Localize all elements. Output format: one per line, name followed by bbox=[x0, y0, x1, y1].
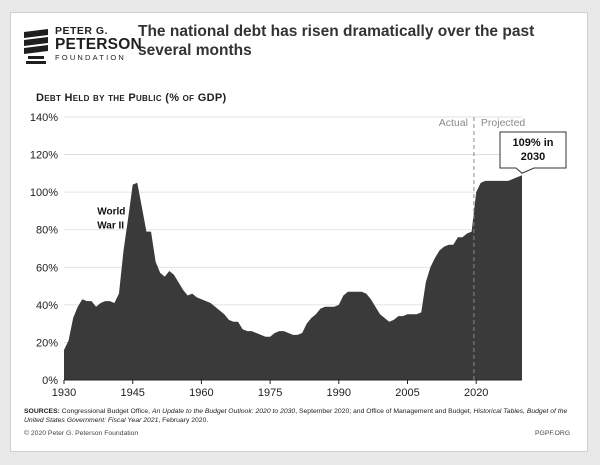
annotation-layer: Actual Projected World War II 109% in 2030 bbox=[97, 117, 567, 380]
copyright: © 2020 Peter G. Peterson Foundation bbox=[24, 430, 139, 437]
x-tick-label: 1930 bbox=[52, 387, 76, 399]
x-tick-label: 1960 bbox=[189, 387, 213, 399]
sources-text-2: , September 2020; and Office of Manageme… bbox=[295, 408, 474, 415]
projected-label: Projected bbox=[481, 117, 526, 129]
y-tick-label: 120% bbox=[30, 150, 58, 162]
y-tick-label: 60% bbox=[36, 262, 58, 274]
sources-italic-1: An Update to the Budget Outlook: 2020 to… bbox=[151, 408, 296, 415]
callout-label: 109% in bbox=[513, 137, 554, 149]
x-tick-label: 2020 bbox=[464, 387, 488, 399]
brand-line-1: PETER G. bbox=[55, 25, 109, 37]
chart-title-text: Debt Held by the Public (% of GDP) bbox=[36, 92, 227, 104]
y-tick-label: 40% bbox=[36, 300, 58, 312]
headline: The national debt has risen dramatically… bbox=[138, 23, 535, 59]
y-tick-label: 80% bbox=[36, 225, 58, 237]
x-tick-label: 1945 bbox=[120, 387, 144, 399]
x-tick-label: 2005 bbox=[395, 387, 419, 399]
x-tick-label: 1990 bbox=[327, 387, 351, 399]
brand-logo: PETER G. PETERSON FOUNDATION bbox=[22, 26, 142, 74]
y-tick-label: 0% bbox=[42, 375, 58, 387]
y-tick-label: 100% bbox=[30, 187, 58, 199]
callout-box bbox=[499, 131, 567, 174]
sources-text-3: , February 2020. bbox=[158, 417, 209, 424]
x-tick-label: 1975 bbox=[258, 387, 282, 399]
chart-title: Debt Held by the Public (% of GDP) bbox=[36, 92, 226, 104]
torch-icon bbox=[24, 29, 48, 64]
sources-italic-2: Historical Tables, Budget of the United … bbox=[24, 408, 568, 424]
callout-label: 2030 bbox=[521, 151, 545, 163]
y-tick-label: 20% bbox=[36, 337, 58, 349]
actual-label: Actual bbox=[439, 117, 468, 129]
sources-text-1: Congressional Budget Office, bbox=[59, 408, 152, 415]
brand-line-2: PETERSON bbox=[55, 36, 142, 53]
sources-label: SOURCES: bbox=[24, 408, 60, 415]
axis-layer: 0% 20% 40% 60% 80% 100% 120% 140% 1930 1945 1960 19… bbox=[30, 112, 522, 399]
area-layer bbox=[64, 175, 522, 380]
y-tick-label: 140% bbox=[30, 112, 58, 124]
site-url[interactable]: PGPF.ORG bbox=[535, 430, 571, 437]
sources-note: SOURCES: Congressional Budget Office, An… bbox=[24, 407, 580, 425]
wwii-label: World bbox=[97, 207, 125, 218]
brand-wordmark: PETER G. PETERSON FOUNDATION bbox=[55, 26, 142, 63]
debt-area bbox=[64, 175, 522, 380]
wwii-label: War II bbox=[97, 221, 124, 232]
brand-line-3: FOUNDATION bbox=[55, 53, 127, 62]
